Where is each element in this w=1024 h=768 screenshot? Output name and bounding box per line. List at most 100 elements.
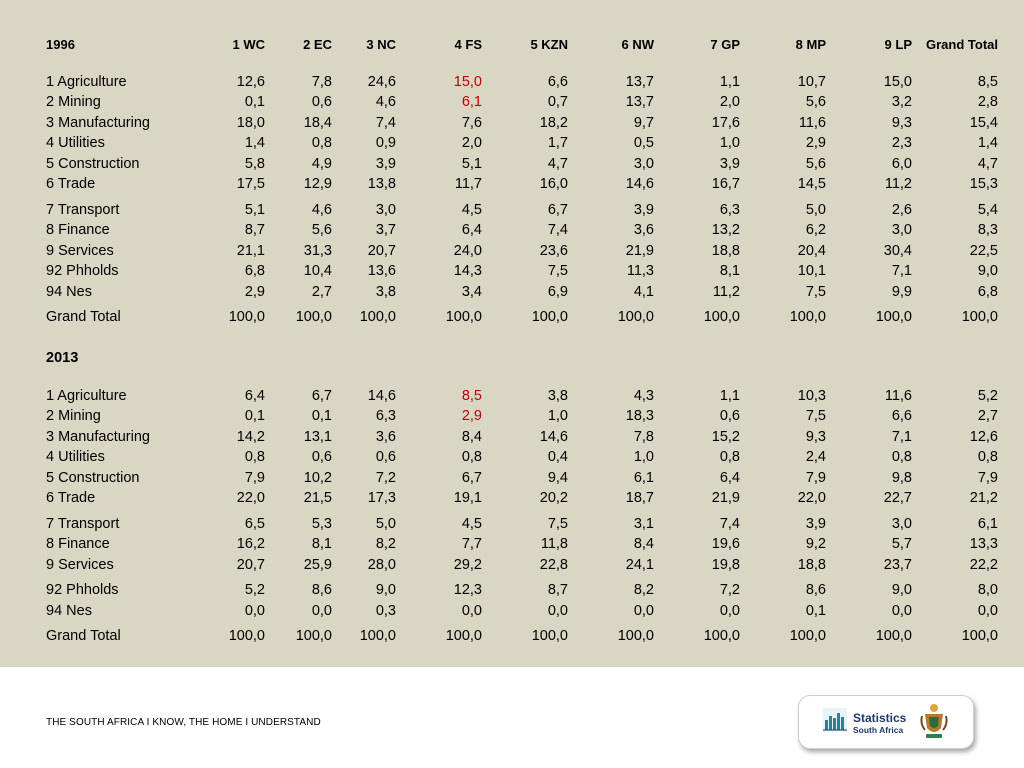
- cell-lp: 9,9: [891, 284, 912, 300]
- cell-grand-total: 13,3: [969, 536, 998, 552]
- cell-nw: 8,4: [633, 536, 654, 552]
- cell-kzn: 23,6: [539, 243, 568, 259]
- cell-kzn: 20,2: [539, 490, 568, 506]
- cell-lp: 7,1: [891, 263, 912, 279]
- column-header-grand-total: Grand Total: [926, 37, 998, 52]
- cell-ec: 0,8: [311, 135, 332, 151]
- cell-grand-total: 6,1: [977, 516, 998, 532]
- cell-nw: 3,1: [633, 516, 654, 532]
- cell-kzn: 1,7: [547, 135, 568, 151]
- cell-gp: 18,8: [711, 243, 740, 259]
- table-row: 94 Nes 0,0 0,0 0,3 0,0 0,0 0,0 0,0 0,1 0,0 0,0: [0, 601, 1024, 621]
- table-row: 4 Utilities 1,4 0,8 0,9 2,0 1,7 0,5 1,0 2,9 2,3 1,…: [0, 133, 1024, 153]
- cell-lp: 9,3: [891, 115, 912, 131]
- cell-wc: 18,0: [236, 115, 265, 131]
- table-row: 7 Transport 6,5 5,3 5,0 4,5 7,5 3,1 7,4 3,9 3,0 6,…: [0, 514, 1024, 534]
- cell-lp: 23,7: [883, 557, 912, 573]
- cell-kzn: 100,0: [531, 628, 568, 644]
- cell-nc: 4,6: [375, 94, 396, 110]
- cell-nc: 28,0: [367, 557, 396, 573]
- row-label: 7 Transport: [46, 516, 120, 532]
- logo-line-1: Statistics: [853, 711, 907, 725]
- cell-ec: 0,0: [311, 603, 332, 619]
- cell-wc: 12,6: [236, 74, 265, 90]
- cell-fs: 24,0: [453, 243, 482, 259]
- cell-ec: 8,1: [311, 536, 332, 552]
- section-title-1996: 1996: [46, 37, 75, 52]
- cell-grand-total: 0,0: [977, 603, 998, 619]
- table-row: 9 Services 21,1 31,3 20,7 24,0 23,6 21,9 18,8 20…: [0, 241, 1024, 261]
- cell-wc: 100,0: [228, 628, 265, 644]
- cell-lp: 7,1: [891, 429, 912, 445]
- cell-kzn: 0,7: [547, 94, 568, 110]
- cell-ec: 0,6: [311, 449, 332, 465]
- cell-nw: 14,6: [625, 176, 654, 192]
- cell-lp: 6,0: [891, 156, 912, 172]
- cell-gp: 17,6: [711, 115, 740, 131]
- cell-nc: 5,0: [375, 516, 396, 532]
- cell-ec: 10,2: [303, 470, 332, 486]
- cell-wc: 1,4: [244, 135, 265, 151]
- cell-grand-total: 2,7: [977, 408, 998, 424]
- coat-of-arms-icon: [920, 704, 948, 738]
- cell-nw: 7,8: [633, 429, 654, 445]
- cell-grand-total: 6,8: [977, 284, 998, 300]
- cell-ec: 2,7: [311, 284, 332, 300]
- cell-gp: 19,8: [711, 557, 740, 573]
- cell-lp: 2,3: [891, 135, 912, 151]
- cell-nw: 24,1: [625, 557, 654, 573]
- cell-fs: 5,1: [461, 156, 482, 172]
- cell-fs: 100,0: [445, 628, 482, 644]
- cell-wc: 14,2: [236, 429, 265, 445]
- cell-lp: 3,0: [891, 222, 912, 238]
- cell-nw: 13,7: [625, 94, 654, 110]
- cell-nc: 100,0: [359, 309, 396, 325]
- column-header-nw: 6 NW: [621, 37, 655, 52]
- cell-ec: 100,0: [295, 309, 332, 325]
- cell-nw: 8,2: [633, 582, 654, 598]
- logo-line-2: South Africa: [853, 725, 904, 735]
- cell-nc: 0,9: [375, 135, 396, 151]
- cell-wc: 6,5: [244, 516, 265, 532]
- cell-grand-total: 21,2: [969, 490, 998, 506]
- cell-fs: 4,5: [461, 202, 482, 218]
- cell-nw: 18,7: [625, 490, 654, 506]
- cell-lp: 30,4: [883, 243, 912, 259]
- cell-mp: 7,5: [805, 284, 826, 300]
- cell-nc: 3,0: [375, 202, 396, 218]
- cell-ec: 13,1: [303, 429, 332, 445]
- cell-lp: 11,2: [884, 176, 912, 192]
- cell-nw: 11,3: [626, 263, 654, 279]
- cell-gp: 0,0: [719, 603, 740, 619]
- table-row: 2 Mining 0,1 0,1 6,3 2,9 1,0 18,3 0,6 7,5 6,6 2,7: [0, 406, 1024, 426]
- row-label: 9 Services: [46, 243, 114, 259]
- cell-mp: 7,9: [805, 470, 826, 486]
- cell-mp: 18,8: [797, 557, 826, 573]
- cell-ec: 5,6: [311, 222, 332, 238]
- table-row: 8 Finance 8,7 5,6 3,7 6,4 7,4 3,6 13,2 6,2 3,0 8,3: [0, 220, 1024, 240]
- cell-nc: 17,3: [367, 490, 396, 506]
- table-row: 94 Nes 2,9 2,7 3,8 3,4 6,9 4,1 11,2 7,5 9,9 6,8: [0, 282, 1024, 302]
- cell-ec: 0,6: [311, 94, 332, 110]
- cell-mp: 14,5: [797, 176, 826, 192]
- cell-fs: 8,4: [461, 429, 482, 445]
- cell-nw: 4,3: [633, 388, 654, 404]
- cell-lp: 3,0: [891, 516, 912, 532]
- cell-gp: 1,1: [719, 74, 740, 90]
- cell-nw: 6,1: [633, 470, 654, 486]
- cell-grand-total: 8,5: [977, 74, 998, 90]
- cell-mp: 8,6: [805, 582, 826, 598]
- cell-kzn: 0,0: [547, 603, 568, 619]
- row-label: 3 Manufacturing: [46, 115, 150, 131]
- cell-gp: 7,2: [719, 582, 740, 598]
- cell-grand-total: 0,8: [977, 449, 998, 465]
- cell-ec: 0,1: [311, 408, 332, 424]
- table-row: 4 Utilities 0,8 0,6 0,6 0,8 0,4 1,0 0,8 2,4 0,8 0,…: [0, 447, 1024, 467]
- cell-ec: 25,9: [303, 557, 332, 573]
- footer-slogan: THE SOUTH AFRICA I KNOW, THE HOME I UNDE…: [46, 717, 321, 728]
- cell-grand-total: 100,0: [961, 628, 998, 644]
- row-label: 6 Trade: [46, 176, 96, 192]
- cell-lp: 11,6: [884, 388, 912, 404]
- cell-fs-highlighted: 6,1: [461, 94, 482, 110]
- cell-kzn: 7,5: [547, 263, 568, 279]
